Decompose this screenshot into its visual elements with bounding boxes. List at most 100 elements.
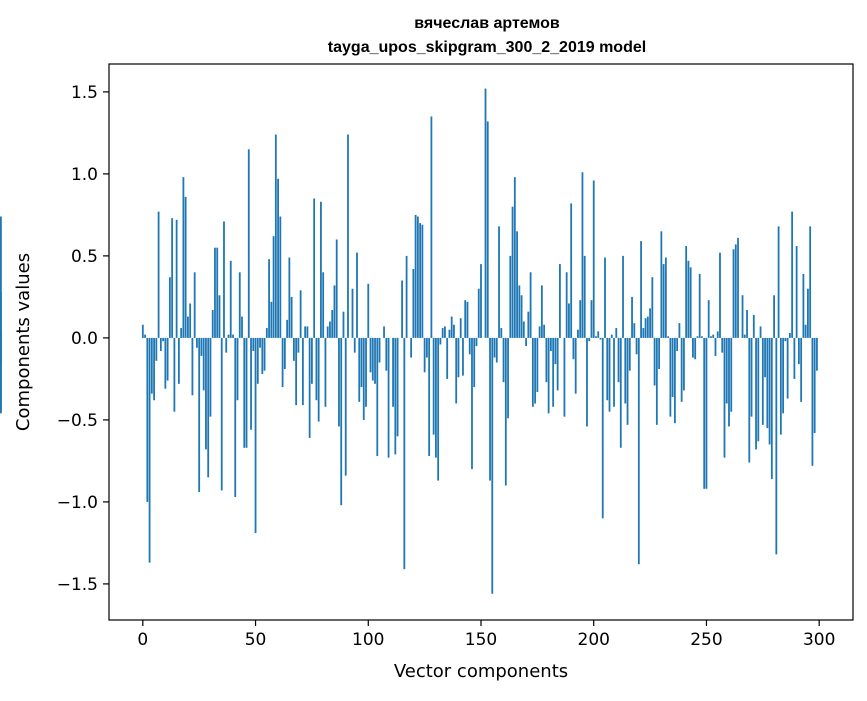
bar [0, 216, 2, 338]
bar [604, 257, 606, 338]
bar [655, 337, 658, 425]
bar [259, 337, 261, 348]
bar [383, 326, 385, 338]
bar [308, 337, 311, 438]
bar [509, 255, 512, 338]
bar [340, 337, 343, 506]
bar [777, 226, 780, 338]
bar [353, 337, 356, 353]
bar [435, 337, 437, 458]
bar [538, 326, 541, 338]
bar [757, 337, 760, 442]
bar [601, 337, 604, 519]
bar [615, 328, 618, 338]
bar [168, 277, 171, 338]
bar [198, 337, 201, 493]
bar [786, 337, 789, 399]
bar [782, 337, 785, 414]
bar [157, 211, 160, 338]
bar [680, 337, 683, 402]
bar [351, 288, 354, 338]
y-axis-label: Components values [13, 253, 34, 431]
bar [766, 337, 769, 429]
bar [326, 326, 329, 338]
bar [529, 272, 532, 338]
bar [734, 244, 737, 338]
bar [721, 337, 724, 353]
bar [507, 337, 509, 419]
bar [685, 246, 688, 338]
bar [759, 326, 762, 338]
bar [660, 231, 663, 338]
bar [525, 337, 527, 347]
bar [813, 337, 816, 434]
bar [694, 337, 697, 360]
bar [489, 337, 491, 481]
bar [362, 337, 365, 420]
bar [412, 269, 415, 338]
x-tick-label: 200 [578, 630, 610, 650]
bar [387, 337, 390, 458]
bar [635, 337, 638, 355]
bar [606, 337, 609, 401]
bar [410, 337, 413, 358]
bar [797, 337, 800, 365]
bar [678, 323, 681, 338]
x-axis: 0 50 100 150 200 250 300 [137, 620, 835, 650]
bar [608, 337, 611, 412]
bar [211, 310, 214, 338]
bar [568, 303, 570, 338]
bar [513, 177, 516, 338]
bar [256, 337, 259, 384]
y-tick-label: 0.5 [71, 247, 98, 267]
bar [459, 318, 462, 338]
bar [243, 337, 246, 448]
bar [554, 337, 557, 365]
bar [356, 252, 358, 338]
bar [610, 334, 613, 338]
bar [511, 206, 514, 338]
bar [590, 300, 593, 338]
bar [692, 337, 694, 358]
bar [737, 237, 739, 338]
bar [779, 337, 782, 435]
bar [462, 337, 464, 376]
bar [254, 337, 257, 534]
bar [498, 226, 500, 338]
bar [809, 226, 812, 338]
bar [770, 337, 773, 479]
bar [205, 337, 207, 450]
bar [540, 285, 543, 338]
y-tick-label: −1.5 [57, 575, 98, 595]
bar [150, 337, 153, 394]
bar [714, 337, 717, 356]
bar [728, 337, 730, 427]
bar [725, 337, 728, 404]
bar [0, 291, 2, 338]
bar [545, 337, 548, 383]
bar [473, 337, 476, 388]
x-tick-label: 0 [137, 630, 148, 650]
bar [317, 337, 320, 422]
bar [403, 337, 406, 570]
bar [166, 337, 169, 381]
bar [365, 337, 367, 407]
bar [227, 334, 230, 338]
bar [768, 337, 771, 445]
bar [676, 337, 679, 352]
bar [437, 337, 440, 481]
bar [191, 337, 194, 396]
bar [466, 301, 469, 338]
chart-subtitle: tayga_upos_skipgram_300_2_2019 model [328, 39, 646, 56]
bar [144, 334, 146, 338]
bar [816, 337, 818, 371]
bar [322, 272, 325, 338]
y-axis: −1.5 −1.0 −0.5 0.0 0.5 1.0 1.5 [57, 83, 109, 595]
bar [148, 337, 151, 563]
x-tick-label: 250 [690, 630, 722, 650]
bar [288, 257, 291, 338]
bar [597, 331, 600, 338]
bar [290, 296, 293, 338]
bar [265, 328, 268, 338]
